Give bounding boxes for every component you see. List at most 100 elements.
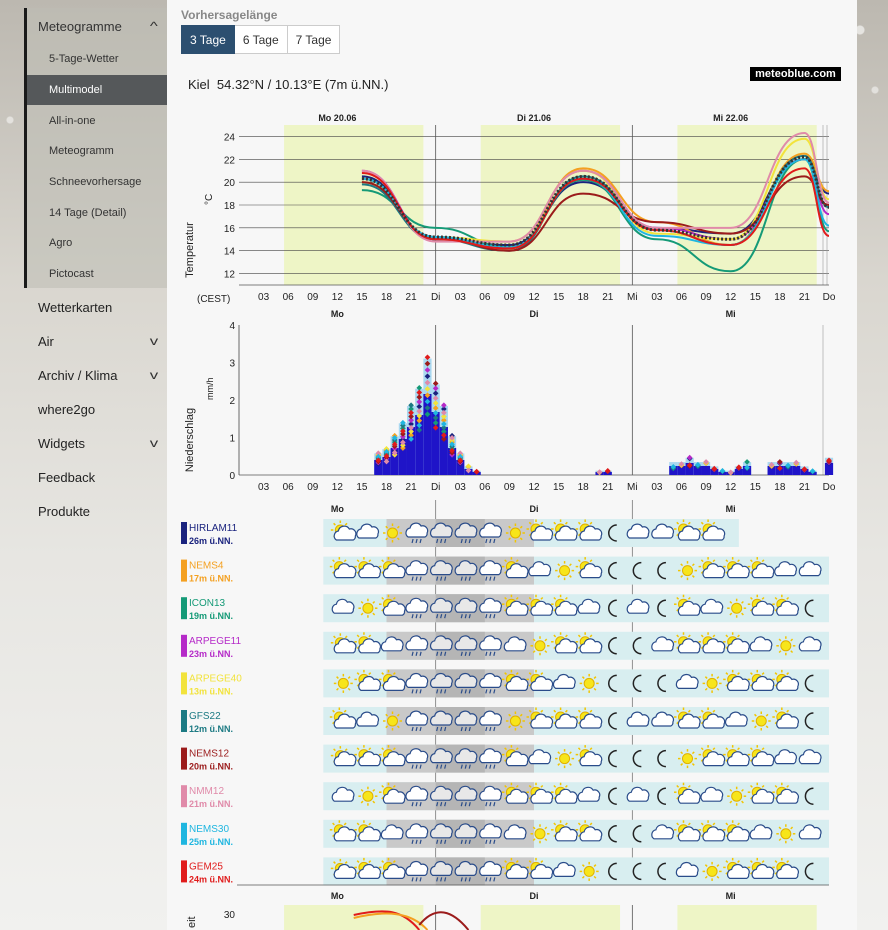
cloud-shape	[333, 563, 357, 579]
rain-drop	[489, 877, 492, 882]
submenu-item-14-tage-detail-[interactable]: 14 Tage (Detail)	[49, 206, 127, 219]
rain-drop	[468, 839, 471, 844]
sun-ray	[332, 709, 335, 713]
x-tick-label: Mi	[627, 292, 638, 303]
rain-drop	[485, 764, 488, 769]
cloud-shape	[702, 563, 726, 579]
rain-drop	[489, 839, 492, 844]
sidebar-item-archiv-klima[interactable]: Archiv / Klima v	[24, 358, 167, 392]
submenu-item-schneevorhersage[interactable]: Schneevorhersage	[49, 176, 142, 189]
precip-model-marker	[449, 447, 455, 454]
cloud-shape	[382, 751, 406, 767]
cloud-shape	[479, 748, 502, 764]
sun-shape	[362, 790, 374, 802]
sidebar-item-feedback[interactable]: Feedback	[24, 460, 167, 494]
rain-drop	[489, 651, 492, 656]
cloud-shape	[776, 788, 799, 804]
precip-model-marker	[457, 457, 464, 464]
precip-model-marker	[473, 468, 480, 475]
cloud-shape	[479, 522, 502, 538]
submenu-item-all-in-one[interactable]: All-in-one	[49, 114, 96, 127]
sun-ray	[381, 672, 385, 675]
moon-shape	[608, 787, 617, 805]
forecast-length-3-tage[interactable]: 3 Tage	[181, 25, 235, 54]
cloud-shape	[726, 638, 750, 654]
rain-drop	[485, 538, 488, 544]
sun-ray	[765, 713, 769, 717]
x-tick-label: 12	[725, 482, 737, 493]
cloud-shape	[333, 713, 357, 729]
rain-drop	[411, 877, 414, 882]
sun-ray	[504, 559, 507, 563]
precip-model-marker	[408, 424, 414, 431]
chevron-down-icon[interactable]: v	[149, 368, 159, 382]
sun-ray	[577, 747, 581, 751]
rain-drop	[444, 576, 447, 581]
sidebar-item-produkte[interactable]: Produkte	[24, 494, 167, 528]
precip-model-marker	[408, 409, 414, 416]
y-tick-label: 20	[224, 178, 236, 189]
sun-ray	[344, 635, 348, 639]
forecast-length-6-tage[interactable]: 6 Tage	[234, 25, 288, 54]
sun-shape	[559, 753, 571, 765]
cloud-shape	[479, 823, 502, 839]
submenu-item-meteogramm[interactable]: Meteogramm	[49, 145, 114, 158]
cloud-shape	[724, 711, 748, 727]
x-tick-label: 06	[676, 482, 688, 493]
cloud-shape	[331, 786, 355, 802]
cloud-shape	[798, 824, 822, 840]
submenu-item-pictocast[interactable]: Pictocast	[49, 268, 94, 281]
moon-shape	[632, 637, 642, 655]
cloud-shape	[530, 788, 554, 804]
cloud-shape	[530, 675, 554, 691]
sun-ray	[716, 864, 720, 867]
precip-model-marker	[432, 385, 439, 392]
sidebar-item-widgets[interactable]: Widgets v	[24, 426, 167, 460]
sidebar-item-label: where2go	[38, 401, 96, 417]
chevron-down-icon[interactable]: v	[149, 436, 159, 450]
sidebar-item-air[interactable]: Air v	[24, 324, 167, 358]
x-tick-label: 18	[774, 292, 786, 303]
precip-model-marker	[686, 454, 693, 461]
cloud-shape	[677, 713, 701, 729]
day-label-short: Mi	[726, 504, 736, 514]
chevron-down-icon[interactable]: v	[149, 334, 159, 348]
cloud-shape	[798, 561, 822, 577]
day-label: Di 21.06	[517, 113, 551, 123]
rain-drop	[493, 764, 496, 769]
submenu-header-meteogramme[interactable]: Meteogramme ^	[27, 8, 167, 44]
precip-model-marker	[391, 441, 398, 448]
precip-model-marker	[400, 419, 406, 426]
submenu-item-agro[interactable]: Agro	[49, 237, 73, 250]
submenu-item-multimodel[interactable]: Multimodel	[27, 74, 167, 106]
sun-ray	[557, 751, 561, 755]
precip-model-marker	[777, 465, 783, 472]
cloud-shape	[479, 672, 502, 688]
rain-drop	[485, 576, 488, 581]
moon-shape	[608, 825, 617, 843]
model-elevation: 12m ü.NN.	[189, 724, 233, 734]
sidebar-item-where2go[interactable]: where2go	[24, 392, 167, 426]
sidebar-item-wetterkarten[interactable]: Wetterkarten	[24, 290, 167, 324]
precip-model-marker	[441, 413, 447, 420]
rain-drop	[440, 839, 443, 844]
meteoblue-logo[interactable]: meteoblue.com	[750, 67, 841, 81]
sun-ray	[557, 763, 561, 766]
moon-shape	[608, 674, 617, 693]
precip-model-marker	[375, 457, 382, 464]
sun-shape	[731, 790, 743, 802]
sun-shape	[682, 565, 693, 577]
submenu-item-5-tage-wetter[interactable]: 5-Tage-Wetter	[49, 53, 119, 66]
sun-ray	[676, 784, 680, 788]
forecast-length-7-tage[interactable]: 7 Tage	[287, 25, 341, 54]
sun-ray	[553, 709, 557, 713]
x-tick-label: 12	[332, 292, 344, 303]
sun-ray	[729, 612, 733, 616]
rain-drop	[419, 576, 422, 581]
chevron-up-icon[interactable]: ^	[150, 19, 159, 33]
rain-drop	[415, 802, 418, 807]
sun-ray	[372, 800, 376, 804]
precip-model-marker	[416, 384, 423, 391]
sun-ray	[344, 748, 348, 752]
rain-drop	[489, 614, 492, 619]
